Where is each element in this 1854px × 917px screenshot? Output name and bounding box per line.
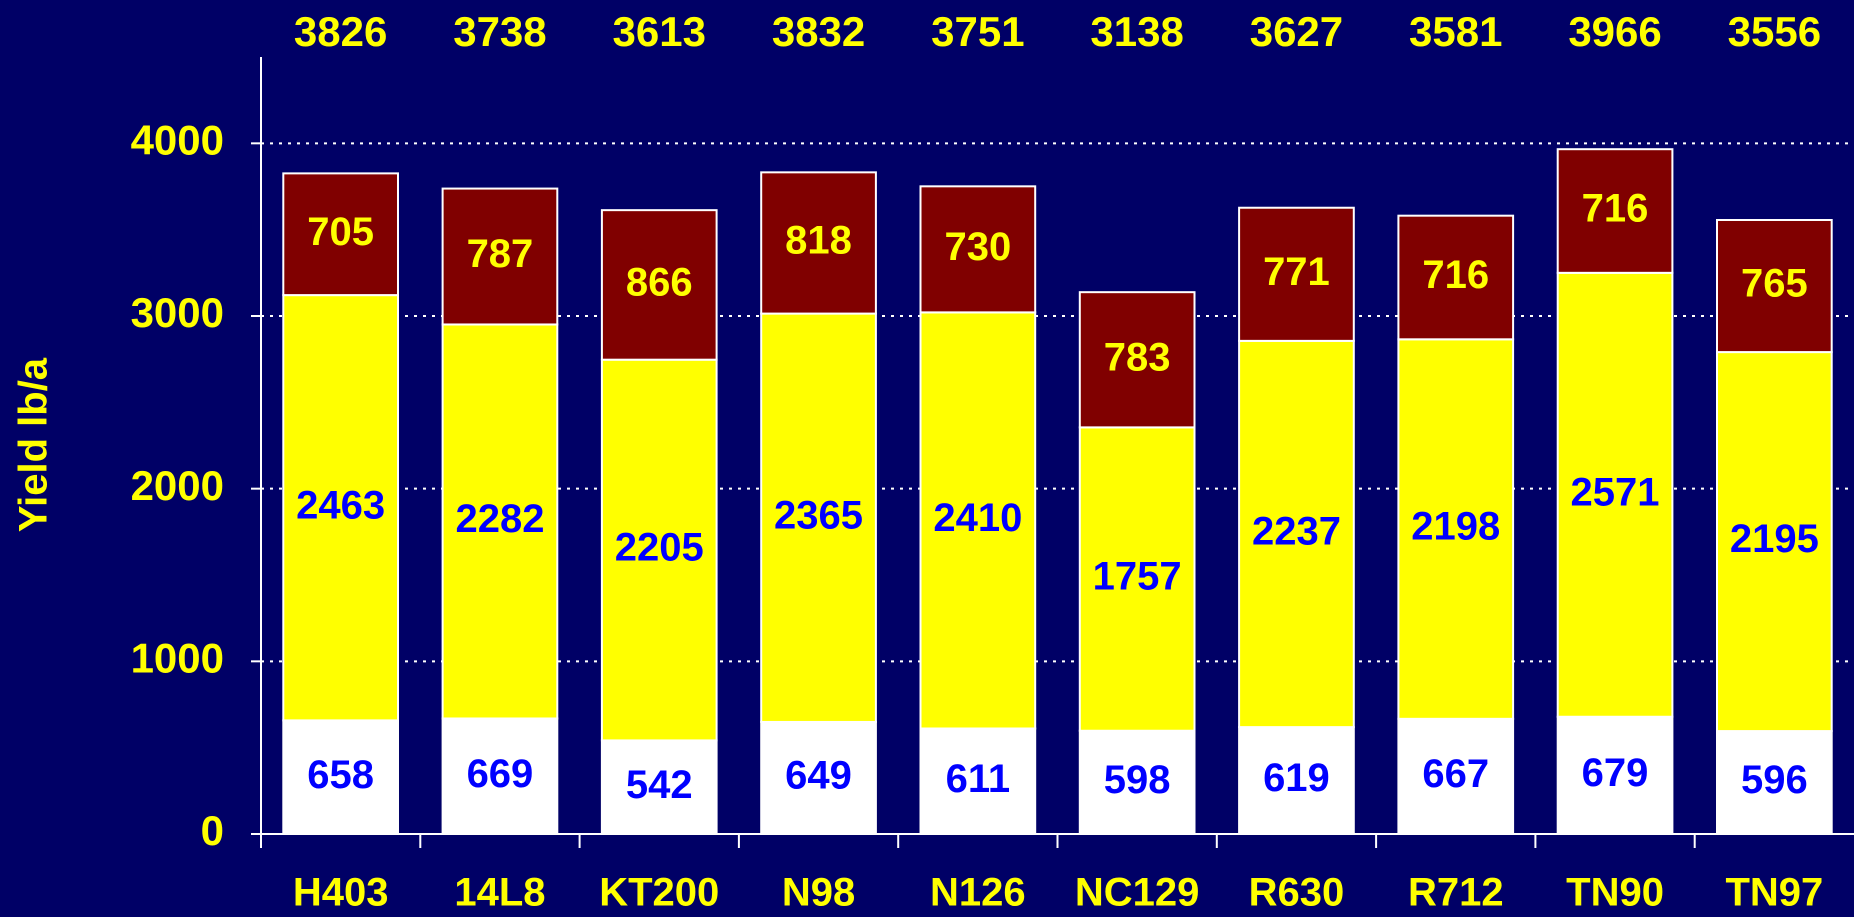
- bar-segment: [919, 185, 1037, 314]
- x-tick-label: 14L8: [454, 871, 545, 915]
- data-label: 1757: [1093, 555, 1182, 599]
- data-label: 730: [944, 225, 1011, 269]
- total-label: 3627: [1250, 8, 1343, 55]
- bar-segment: [282, 294, 399, 722]
- bar-segment: [1556, 271, 1674, 718]
- total-label: 3832: [772, 8, 865, 55]
- data-label: 705: [307, 210, 374, 254]
- bar-segment: [441, 717, 559, 836]
- bar-segment: [282, 172, 399, 297]
- data-label: 598: [1104, 758, 1171, 802]
- bar-segment: [600, 358, 718, 742]
- x-tick-label: H403: [293, 871, 389, 915]
- data-label: 783: [1104, 335, 1171, 379]
- x-tick-label: TN97: [1725, 871, 1823, 915]
- x-tick-label: R630: [1249, 871, 1345, 915]
- data-label: 2571: [1571, 470, 1660, 514]
- data-label: 818: [785, 219, 852, 263]
- y-tick-label: 4000: [131, 116, 224, 163]
- x-tick-label: N98: [782, 871, 855, 915]
- total-label: 3751: [931, 8, 1024, 55]
- x-tick-label: N126: [930, 871, 1026, 915]
- bar-segment: [919, 727, 1037, 836]
- data-label: 679: [1582, 751, 1649, 795]
- total-label: 3738: [453, 8, 546, 55]
- data-label: 866: [626, 260, 693, 304]
- data-label: 619: [1263, 756, 1330, 800]
- total-label: 3581: [1409, 8, 1502, 55]
- x-tick-label: KT200: [599, 871, 719, 915]
- data-label: 2463: [296, 483, 385, 527]
- data-label: 542: [626, 763, 693, 807]
- total-label: 3138: [1090, 8, 1183, 55]
- data-label: 771: [1263, 250, 1330, 294]
- data-label: 2237: [1252, 510, 1341, 554]
- bar-segment: [1078, 291, 1196, 429]
- x-tick-label: TN90: [1566, 871, 1664, 915]
- bar-segment: [1238, 339, 1355, 729]
- data-label: 2410: [933, 496, 1022, 540]
- bar-segment: [1078, 729, 1196, 836]
- data-label: 667: [1422, 752, 1489, 796]
- bar-segment: [600, 209, 718, 361]
- data-label: 596: [1741, 758, 1808, 802]
- bar-segment: [760, 171, 877, 315]
- y-tick-label: 0: [201, 807, 224, 854]
- y-tick-label: 1000: [131, 634, 224, 681]
- bar-segment: [282, 719, 399, 835]
- bar-segment: [760, 720, 877, 835]
- data-label: 2198: [1411, 505, 1500, 549]
- total-label: 3826: [294, 8, 387, 55]
- x-tick-label: R712: [1408, 871, 1504, 915]
- bar-segment: [1716, 218, 1833, 354]
- data-label: 2205: [615, 526, 704, 570]
- y-axis-label: Yield lb/a: [12, 357, 56, 532]
- y-tick-label: 3000: [131, 289, 224, 336]
- data-label: 669: [467, 752, 534, 796]
- bar-segment: [1397, 214, 1515, 341]
- data-label: 716: [1582, 187, 1649, 231]
- bar-segment: [441, 187, 559, 326]
- total-label: 3556: [1728, 8, 1821, 55]
- data-label: 2282: [455, 497, 544, 541]
- data-label: 765: [1741, 262, 1808, 306]
- bar-segment: [1556, 148, 1674, 274]
- total-label: 3966: [1568, 8, 1661, 55]
- bar-segment: [1078, 426, 1196, 732]
- data-label: 787: [467, 232, 534, 276]
- x-tick-label: NC129: [1075, 871, 1200, 915]
- bar-segment: [760, 312, 877, 723]
- data-label: 611: [946, 757, 1011, 801]
- y-tick-label: 2000: [131, 462, 224, 509]
- total-label: 3613: [613, 8, 706, 55]
- bar-segment: [441, 323, 559, 720]
- bar-segment: [1716, 351, 1833, 733]
- bar-segment: [1238, 206, 1355, 342]
- data-label: 2365: [774, 493, 863, 537]
- data-label: 649: [785, 754, 852, 798]
- data-label: 2195: [1730, 517, 1819, 561]
- bar-segment: [1397, 338, 1515, 720]
- bar-segment: [1716, 730, 1833, 835]
- data-label: 716: [1422, 253, 1489, 297]
- data-label: 658: [307, 753, 374, 797]
